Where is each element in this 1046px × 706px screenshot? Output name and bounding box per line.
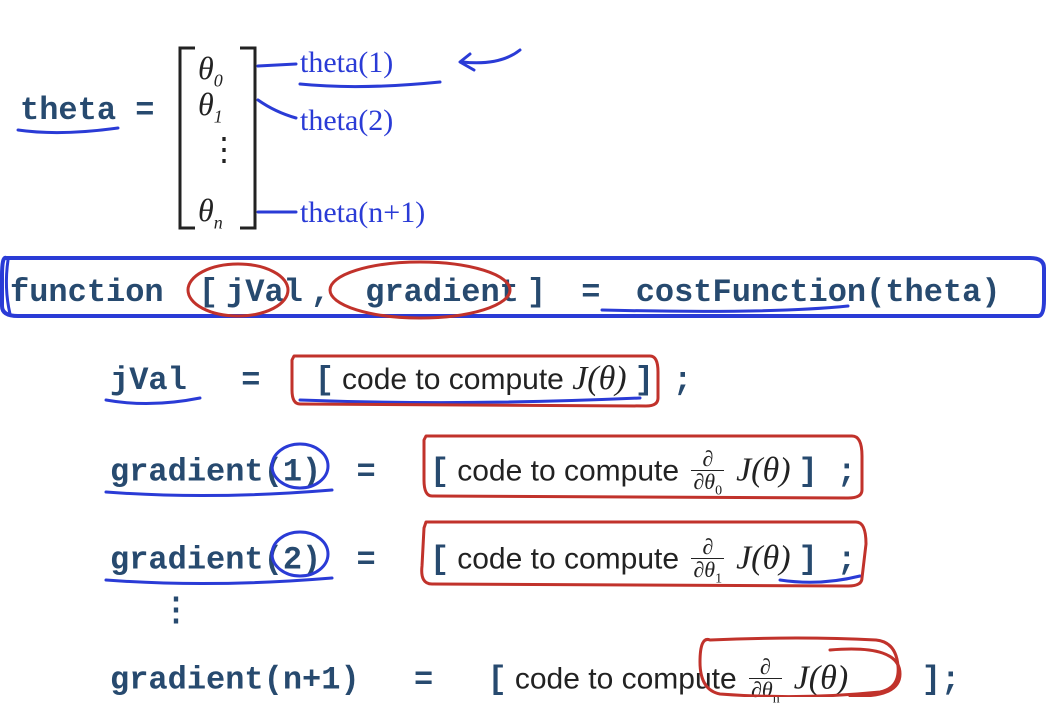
ink-overlay bbox=[0, 0, 1046, 697]
